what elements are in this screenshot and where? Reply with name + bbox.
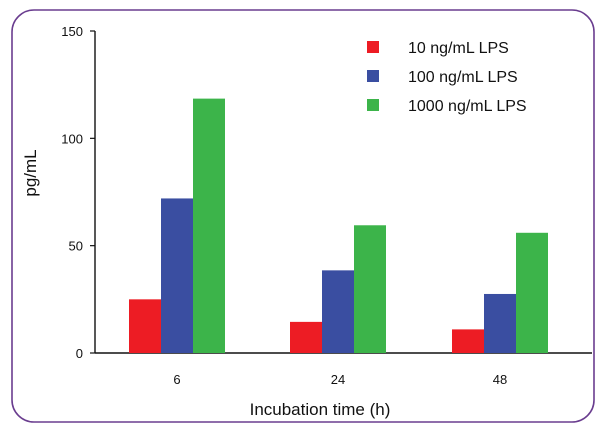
- x-axis-label: Incubation time (h): [250, 400, 391, 419]
- x-tick-label: 48: [493, 372, 507, 387]
- bar: [354, 225, 386, 353]
- legend-label: 10 ng/mL LPS: [408, 40, 509, 57]
- bar: [484, 293, 516, 353]
- y-tick-label: 50: [69, 239, 83, 254]
- bar: [129, 299, 161, 353]
- legend-swatch: [367, 41, 379, 53]
- legend-swatch: [367, 99, 379, 111]
- bar: [290, 321, 322, 353]
- x-tick-label: 24: [331, 372, 345, 387]
- labels: Incubation time (h) pg/mL: [21, 149, 390, 419]
- legend-swatch: [367, 70, 379, 82]
- bar: [516, 232, 548, 353]
- bar: [322, 270, 354, 353]
- legend: 10 ng/mL LPS 100 ng/mL LPS 1000 ng/mL LPS: [367, 40, 527, 115]
- bar: [452, 329, 484, 353]
- bar: [193, 98, 225, 354]
- legend-label: 100 ng/mL LPS: [408, 69, 518, 86]
- x-tick-label: 6: [173, 372, 180, 387]
- y-axis-label: pg/mL: [21, 149, 40, 196]
- legend-label: 1000 ng/mL LPS: [408, 98, 527, 115]
- bars: [129, 98, 548, 354]
- y-tick-label: 100: [61, 131, 83, 146]
- bar: [161, 198, 193, 353]
- y-tick-label: 0: [76, 346, 83, 361]
- y-tick-label: 150: [61, 24, 83, 39]
